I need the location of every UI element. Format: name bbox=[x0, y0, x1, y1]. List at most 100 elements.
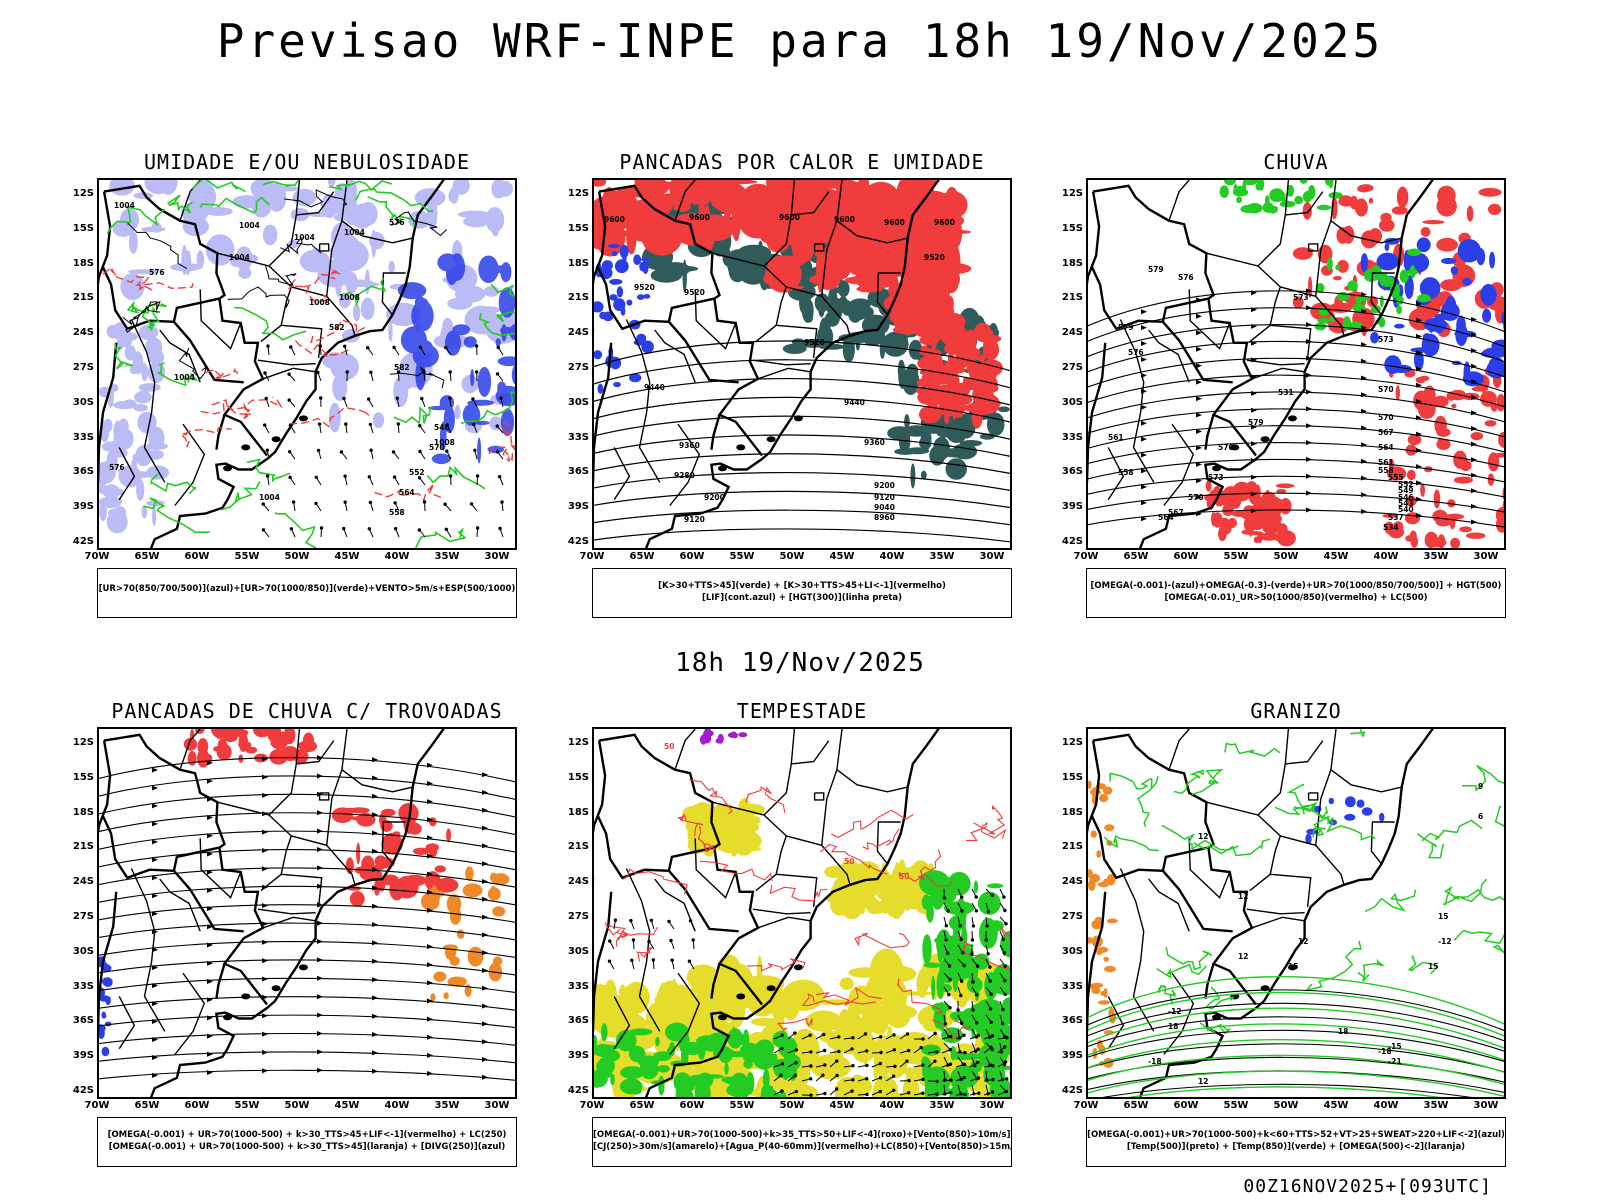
contour-label: 1004 bbox=[259, 493, 280, 502]
lat-tick-label: 24S bbox=[567, 327, 589, 339]
lake bbox=[271, 985, 281, 992]
contour-label: 18 bbox=[1338, 1027, 1348, 1036]
contour-label: 561 bbox=[1108, 433, 1124, 442]
state-border bbox=[296, 191, 335, 216]
lat-tick-label: 21S bbox=[1061, 292, 1083, 304]
lat-tick-label: 12S bbox=[72, 737, 94, 748]
basemap bbox=[594, 729, 940, 1097]
contour-label: 546 bbox=[1398, 493, 1414, 502]
lon-tick-label: 55W bbox=[234, 1100, 260, 1111]
lake bbox=[241, 993, 251, 1000]
lat-tick-label: 30S bbox=[567, 945, 589, 957]
state-border bbox=[199, 838, 242, 899]
contour-label: 558 bbox=[389, 508, 405, 517]
lat-tick-label: 27S bbox=[1061, 362, 1083, 373]
lat-tick-label: 42S bbox=[567, 536, 589, 547]
coastline-east bbox=[644, 180, 940, 548]
legend-line: [OMEGA(-0.001) + UR>70(1000-500) + k>30_… bbox=[107, 1130, 507, 1140]
state-border bbox=[1107, 996, 1125, 1050]
country-border bbox=[598, 733, 763, 1006]
state-border bbox=[281, 873, 323, 907]
country-border bbox=[710, 414, 721, 450]
state-border bbox=[625, 868, 661, 1032]
wind-vectors bbox=[261, 344, 504, 538]
lat-tick-label: 12S bbox=[567, 188, 589, 199]
lon-tick-label: 50W bbox=[779, 1100, 805, 1111]
lon-tick-label: 65W bbox=[629, 551, 655, 562]
country-border bbox=[667, 297, 715, 323]
map-frame: 50 50 50 bbox=[592, 727, 1012, 1099]
lake bbox=[298, 415, 308, 422]
contour-label: 1004 bbox=[114, 201, 135, 210]
country-border bbox=[1088, 740, 1101, 826]
map-canvas: 50 50 50 bbox=[594, 729, 1010, 1097]
contour-label: 534 bbox=[1383, 523, 1399, 532]
lake bbox=[736, 444, 746, 451]
lon-tick-label: 55W bbox=[1223, 551, 1249, 562]
contour-label: 546 bbox=[434, 423, 450, 432]
lat-tick-label: 30S bbox=[567, 396, 589, 408]
map-panel-granizo: GRANIZO -12 -12 -15 -18 -21 -18 12 12 12 12 12 15 15 1… bbox=[1062, 699, 1526, 1167]
lat-tick-label: 36S bbox=[72, 466, 94, 478]
legend-line: [OMEGA(-0.001) + UR>70(1000-500) + k>30_… bbox=[108, 1142, 506, 1152]
state-border bbox=[118, 447, 136, 501]
country-border bbox=[594, 191, 607, 277]
lat-tick-label: 12S bbox=[1061, 737, 1083, 748]
lon-tick-label: 30W bbox=[1473, 551, 1499, 562]
state-border bbox=[752, 908, 811, 915]
state-border bbox=[262, 916, 316, 929]
state-border bbox=[1206, 729, 1290, 816]
panel-title: GRANIZO bbox=[1250, 699, 1342, 723]
state-border bbox=[159, 878, 201, 932]
contour-label: 564 bbox=[399, 488, 415, 497]
state-border bbox=[694, 289, 737, 350]
coastline-east bbox=[149, 729, 445, 1097]
temp500-contours bbox=[1088, 989, 1504, 1097]
map-frame: -12 -12 -15 -18 -21 -18 12 12 12 12 12 15 15 15 18 18 9 6 bbox=[1086, 727, 1506, 1099]
legend-line: [LIF](cont.azul) + [HGT(300)](linha pret… bbox=[701, 593, 903, 603]
contour-label: 558 bbox=[1118, 468, 1134, 477]
lon-tick-label: 40W bbox=[1373, 551, 1399, 562]
contour-label: 9280 bbox=[674, 471, 695, 480]
lake bbox=[766, 985, 776, 992]
lon-tick-label: 65W bbox=[134, 551, 160, 562]
lon-tick-label: 60W bbox=[679, 551, 705, 562]
state-border bbox=[1163, 972, 1195, 1055]
contour-label: 9600 bbox=[779, 213, 800, 222]
thickness-contours bbox=[102, 266, 515, 502]
map-frame bbox=[97, 727, 517, 1099]
lat-tick-label: 39S bbox=[1061, 501, 1083, 513]
lon-tick-label: 60W bbox=[1173, 1100, 1199, 1111]
country-border bbox=[172, 846, 220, 872]
contour-label: 576 bbox=[109, 463, 125, 472]
lat-tick-label: 27S bbox=[72, 362, 94, 373]
basemap bbox=[594, 180, 940, 548]
coastline-east bbox=[1138, 180, 1434, 548]
state-border bbox=[1270, 873, 1312, 907]
contour-label: 555 bbox=[1388, 473, 1404, 482]
state-border bbox=[625, 319, 661, 483]
lon-tick-label: 35W bbox=[434, 1100, 460, 1111]
contour-label: -21 bbox=[1388, 1057, 1402, 1066]
panel-title: PANCADAS DE CHUVA C/ TROVOADAS bbox=[111, 699, 503, 723]
state-border bbox=[1285, 740, 1324, 765]
contour-label: 570 bbox=[429, 443, 445, 452]
pw-labels: 50 50 50 bbox=[664, 742, 909, 881]
lon-tick-label: 35W bbox=[1423, 551, 1449, 562]
map-canvas: 5795765735795765735705705675645615585555… bbox=[1088, 180, 1504, 548]
country-border bbox=[99, 740, 112, 826]
state-border bbox=[1148, 878, 1190, 932]
country-border bbox=[172, 297, 220, 323]
contour-label: 1008 bbox=[339, 293, 360, 302]
map-canvas: 1004 1004 1004 1004 1004 1008 1008 1004 1004 576 5… bbox=[99, 180, 515, 548]
map-frame: 1004 1004 1004 1004 1004 1008 1008 1004 1004 576 5… bbox=[97, 178, 517, 550]
contour-label: 12 bbox=[1238, 892, 1248, 901]
lon-tick-label: 45W bbox=[1323, 1100, 1349, 1111]
panel-title: UMIDADE E/OU NEBULOSIDADE bbox=[143, 150, 471, 174]
state-border bbox=[1249, 265, 1282, 343]
lake bbox=[718, 465, 728, 472]
state-border bbox=[674, 729, 696, 770]
lon-tick-label: 60W bbox=[679, 1100, 705, 1111]
country-border bbox=[215, 963, 226, 999]
state-border bbox=[836, 220, 908, 244]
